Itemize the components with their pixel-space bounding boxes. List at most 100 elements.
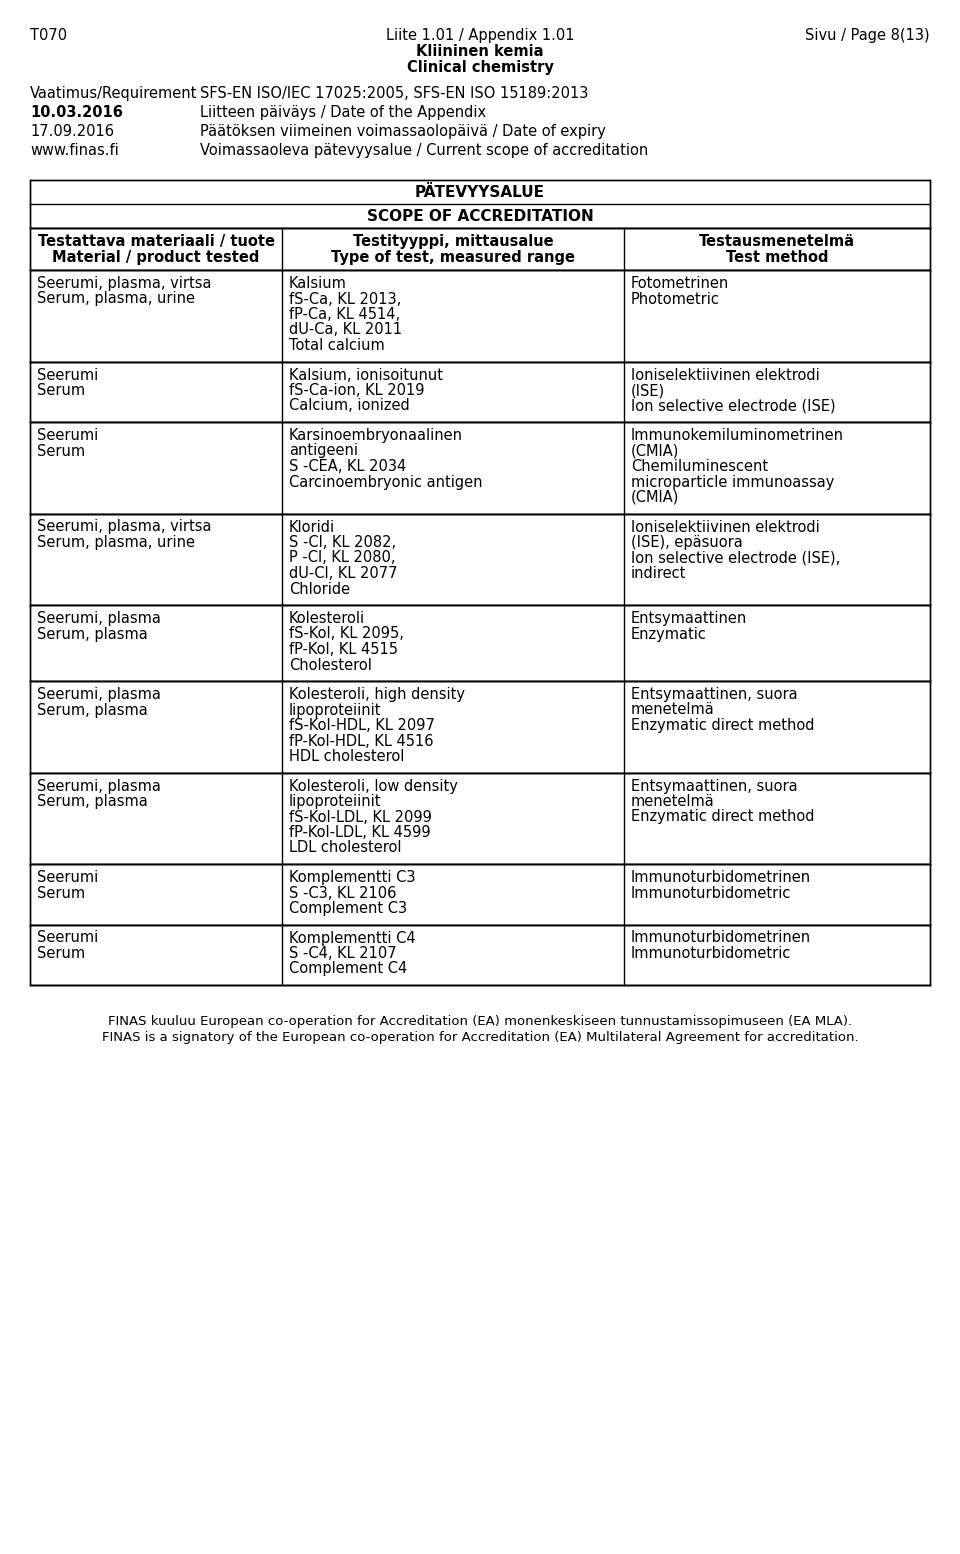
Text: lipoproteiinit: lipoproteiinit xyxy=(289,702,381,718)
Text: fP-Kol-HDL, KL 4516: fP-Kol-HDL, KL 4516 xyxy=(289,733,434,749)
Bar xyxy=(30,772,930,864)
Text: indirect: indirect xyxy=(631,566,686,581)
Text: FINAS is a signatory of the European co-operation for Accreditation (EA) Multila: FINAS is a signatory of the European co-… xyxy=(102,1030,858,1044)
Text: Serum, plasma, urine: Serum, plasma, urine xyxy=(37,292,195,306)
Text: (ISE): (ISE) xyxy=(631,382,665,398)
Text: Seerumi, plasma: Seerumi, plasma xyxy=(37,779,161,794)
Text: Kolesteroli, high density: Kolesteroli, high density xyxy=(289,687,465,702)
Text: Complement C4: Complement C4 xyxy=(289,962,407,976)
Text: Komplementti C4: Komplementti C4 xyxy=(289,931,416,945)
Text: fS-Kol-HDL, KL 2097: fS-Kol-HDL, KL 2097 xyxy=(289,718,435,733)
Text: PÄTEVYYSALUE: PÄTEVYYSALUE xyxy=(415,185,545,200)
Text: Kolesteroli: Kolesteroli xyxy=(289,611,365,626)
Text: Testattava materiaali / tuote: Testattava materiaali / tuote xyxy=(37,235,275,249)
Text: (CMIA): (CMIA) xyxy=(631,490,680,505)
Text: Testausmenetelmä: Testausmenetelmä xyxy=(699,235,855,249)
Text: Sivu / Page 8(13): Sivu / Page 8(13) xyxy=(805,28,930,44)
Text: Clinical chemistry: Clinical chemistry xyxy=(407,61,553,75)
Text: Seerumi: Seerumi xyxy=(37,870,98,884)
Text: Liitteen päiväys / Date of the Appendix: Liitteen päiväys / Date of the Appendix xyxy=(200,106,486,120)
Text: Calcium, ionized: Calcium, ionized xyxy=(289,398,410,413)
Text: menetelmä: menetelmä xyxy=(631,702,715,718)
Text: Seerumi, plasma, virtsa: Seerumi, plasma, virtsa xyxy=(37,277,211,291)
Text: Immunoturbidometric: Immunoturbidometric xyxy=(631,886,791,900)
Text: fP-Ca, KL 4514,: fP-Ca, KL 4514, xyxy=(289,308,400,322)
Text: Serum: Serum xyxy=(37,946,85,960)
Text: T070: T070 xyxy=(30,28,67,44)
Bar xyxy=(30,228,930,270)
Text: Kalsium, ionisoitunut: Kalsium, ionisoitunut xyxy=(289,367,443,382)
Text: (ISE), epäsuora: (ISE), epäsuora xyxy=(631,535,743,550)
Text: Test method: Test method xyxy=(726,250,828,266)
Bar xyxy=(30,605,930,681)
Text: S -Cl, KL 2082,: S -Cl, KL 2082, xyxy=(289,535,396,550)
Text: Kalsium: Kalsium xyxy=(289,277,347,291)
Text: Komplementti C3: Komplementti C3 xyxy=(289,870,416,884)
Text: antigeeni: antigeeni xyxy=(289,443,358,458)
Text: Immunokemiluminometrinen: Immunokemiluminometrinen xyxy=(631,427,844,443)
Text: Vaatimus/Requirement: Vaatimus/Requirement xyxy=(30,85,198,101)
Text: Material / product tested: Material / product tested xyxy=(52,250,260,266)
Text: Seerumi, plasma: Seerumi, plasma xyxy=(37,611,161,626)
Text: Cholesterol: Cholesterol xyxy=(289,657,372,673)
Text: (CMIA): (CMIA) xyxy=(631,443,680,458)
Text: Serum, plasma: Serum, plasma xyxy=(37,626,148,642)
Text: Seerumi: Seerumi xyxy=(37,367,98,382)
Text: www.finas.fi: www.finas.fi xyxy=(30,143,119,159)
Text: 17.09.2016: 17.09.2016 xyxy=(30,124,114,138)
Text: S -C3, KL 2106: S -C3, KL 2106 xyxy=(289,886,396,900)
Text: Entsymaattinen, suora: Entsymaattinen, suora xyxy=(631,779,798,794)
Text: Seerumi, plasma: Seerumi, plasma xyxy=(37,687,161,702)
Text: Liite 1.01 / Appendix 1.01: Liite 1.01 / Appendix 1.01 xyxy=(386,28,574,44)
Text: menetelmä: menetelmä xyxy=(631,794,715,810)
Bar xyxy=(30,362,930,423)
Text: lipoproteiinit: lipoproteiinit xyxy=(289,794,381,810)
Text: Serum, plasma, urine: Serum, plasma, urine xyxy=(37,535,195,550)
Text: Seerumi: Seerumi xyxy=(37,931,98,945)
Text: Enzymatic direct method: Enzymatic direct method xyxy=(631,810,814,825)
Text: Kolesteroli, low density: Kolesteroli, low density xyxy=(289,779,458,794)
Text: P -Cl, KL 2080,: P -Cl, KL 2080, xyxy=(289,550,396,566)
Text: Entsymaattinen: Entsymaattinen xyxy=(631,611,747,626)
Text: microparticle immunoassay: microparticle immunoassay xyxy=(631,474,834,490)
Text: Complement C3: Complement C3 xyxy=(289,901,407,915)
Text: dU-Cl, KL 2077: dU-Cl, KL 2077 xyxy=(289,566,397,581)
Bar xyxy=(30,513,930,605)
Text: Serum: Serum xyxy=(37,443,85,458)
Text: HDL cholesterol: HDL cholesterol xyxy=(289,749,404,765)
Text: Ioniselektiivinen elektrodi: Ioniselektiivinen elektrodi xyxy=(631,519,820,535)
Text: Type of test, measured range: Type of test, measured range xyxy=(331,250,575,266)
Text: SFS-EN ISO/IEC 17025:2005, SFS-EN ISO 15189:2013: SFS-EN ISO/IEC 17025:2005, SFS-EN ISO 15… xyxy=(200,85,588,101)
Text: Serum: Serum xyxy=(37,382,85,398)
Text: Serum, plasma: Serum, plasma xyxy=(37,794,148,810)
Text: Chemiluminescent: Chemiluminescent xyxy=(631,458,768,474)
Text: Enzymatic: Enzymatic xyxy=(631,626,707,642)
Text: Entsymaattinen, suora: Entsymaattinen, suora xyxy=(631,687,798,702)
Text: dU-Ca, KL 2011: dU-Ca, KL 2011 xyxy=(289,323,402,337)
Text: fS-Ca-ion, KL 2019: fS-Ca-ion, KL 2019 xyxy=(289,382,424,398)
Text: Immunoturbidometrinen: Immunoturbidometrinen xyxy=(631,870,811,884)
Text: Ioniselektiivinen elektrodi: Ioniselektiivinen elektrodi xyxy=(631,367,820,382)
Bar xyxy=(30,681,930,772)
Text: Kloridi: Kloridi xyxy=(289,519,335,535)
Text: fP-Kol-LDL, KL 4599: fP-Kol-LDL, KL 4599 xyxy=(289,825,431,841)
Bar xyxy=(30,270,930,362)
Text: S -C4, KL 2107: S -C4, KL 2107 xyxy=(289,946,396,960)
Text: Chloride: Chloride xyxy=(289,581,350,597)
Text: Serum, plasma: Serum, plasma xyxy=(37,702,148,718)
Text: Immunoturbidometrinen: Immunoturbidometrinen xyxy=(631,931,811,945)
Bar xyxy=(30,925,930,985)
Text: Fotometrinen: Fotometrinen xyxy=(631,277,730,291)
Text: Seerumi: Seerumi xyxy=(37,427,98,443)
Text: fS-Kol-LDL, KL 2099: fS-Kol-LDL, KL 2099 xyxy=(289,810,432,825)
Text: Seerumi, plasma, virtsa: Seerumi, plasma, virtsa xyxy=(37,519,211,535)
Text: Ion selective electrode (ISE),: Ion selective electrode (ISE), xyxy=(631,550,840,566)
Text: Testityyppi, mittausalue: Testityyppi, mittausalue xyxy=(352,235,553,249)
Bar xyxy=(30,423,930,513)
Bar xyxy=(30,864,930,925)
Text: S -CEA, KL 2034: S -CEA, KL 2034 xyxy=(289,458,406,474)
Text: LDL cholesterol: LDL cholesterol xyxy=(289,841,401,856)
Bar xyxy=(30,180,930,228)
Text: Total calcium: Total calcium xyxy=(289,339,385,353)
Text: Kliininen kemia: Kliininen kemia xyxy=(417,44,543,59)
